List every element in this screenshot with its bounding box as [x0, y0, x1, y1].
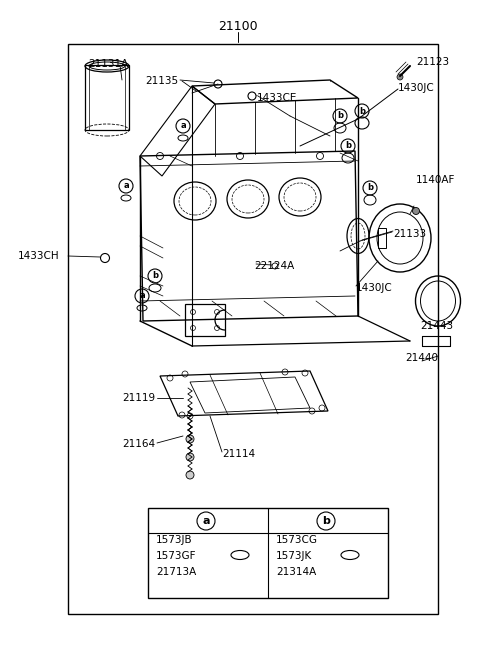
Text: b: b	[322, 516, 330, 526]
Text: 21131A: 21131A	[88, 59, 128, 69]
Text: 21100: 21100	[218, 20, 258, 33]
Circle shape	[186, 471, 194, 479]
Text: b: b	[345, 142, 351, 150]
Bar	[378, 228, 386, 248]
Text: a: a	[139, 291, 145, 300]
Text: 21133: 21133	[393, 229, 426, 239]
Text: 1433CH: 1433CH	[18, 251, 60, 261]
Text: 1573JB: 1573JB	[156, 535, 192, 545]
Text: 1433CE: 1433CE	[257, 93, 298, 103]
Text: 1430JC: 1430JC	[356, 283, 393, 293]
Bar	[68, 44, 438, 614]
Circle shape	[397, 74, 403, 80]
Circle shape	[186, 453, 194, 461]
Text: a: a	[123, 182, 129, 190]
Text: b: b	[152, 272, 158, 281]
Text: 21123: 21123	[416, 57, 449, 67]
Text: a: a	[180, 121, 186, 131]
Bar	[185, 304, 225, 336]
Text: 21440: 21440	[405, 353, 438, 363]
Text: 21314A: 21314A	[276, 567, 316, 577]
Text: a: a	[202, 516, 210, 526]
Text: b: b	[359, 106, 365, 115]
Text: 21443: 21443	[420, 321, 453, 331]
Text: 21114: 21114	[222, 449, 255, 459]
Text: 21135: 21135	[145, 76, 178, 86]
Text: 21119: 21119	[122, 393, 155, 403]
Text: 22124A: 22124A	[254, 261, 294, 271]
Text: 1573CG: 1573CG	[276, 535, 318, 545]
Text: b: b	[337, 112, 343, 121]
Circle shape	[186, 435, 194, 443]
Text: 21713A: 21713A	[156, 567, 196, 577]
Text: 21164: 21164	[122, 439, 155, 449]
Text: 1573GF: 1573GF	[156, 551, 196, 561]
Text: b: b	[367, 184, 373, 192]
Bar	[148, 508, 388, 598]
Circle shape	[412, 207, 420, 215]
Bar	[85, 65, 129, 130]
Text: 1573JK: 1573JK	[276, 551, 312, 561]
Text: 1140AF: 1140AF	[416, 175, 456, 185]
Text: 1430JC: 1430JC	[398, 83, 435, 93]
